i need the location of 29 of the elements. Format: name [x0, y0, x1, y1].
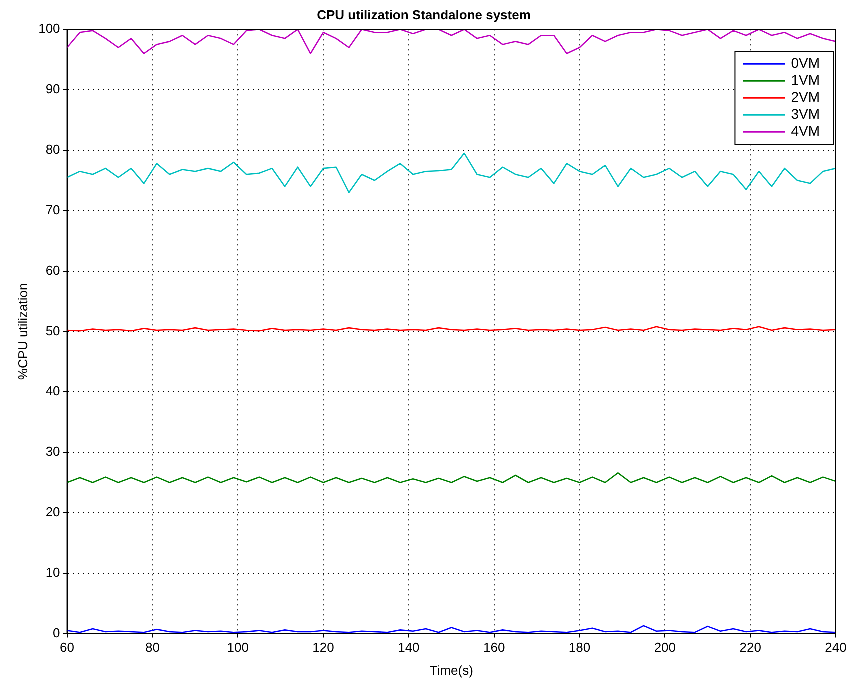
x-tick-label: 220 [740, 640, 762, 656]
y-tick-label: 100 [38, 21, 60, 36]
legend-label: 3VM [791, 106, 820, 122]
y-tick-label: 30 [46, 444, 60, 460]
x-tick-label: 120 [312, 640, 334, 656]
x-tick-label: 160 [484, 640, 506, 656]
legend-label: 1VM [791, 72, 820, 88]
x-tick-label: 200 [654, 640, 676, 656]
y-axis-title: %CPU utilization [15, 283, 30, 380]
y-tick-label: 80 [46, 142, 60, 158]
legend-label: 2VM [791, 88, 820, 105]
y-tick-label: 70 [46, 202, 60, 218]
legend-label: 0VM [791, 54, 820, 71]
y-tick-label: 20 [46, 504, 60, 520]
x-tick-label: 180 [568, 640, 591, 656]
y-tick-label: 40 [46, 384, 60, 399]
x-tick-label: 240 [825, 640, 847, 656]
y-tick-label: 90 [46, 82, 60, 97]
y-tick-label: 50 [46, 323, 60, 338]
legend-label: 4VM [791, 122, 820, 139]
y-tick-label: 60 [46, 262, 60, 278]
y-tick-label: 10 [46, 564, 60, 580]
chart-title: CPU utilization Standalone system [317, 7, 531, 22]
x-tick-label: 60 [60, 640, 75, 656]
x-axis-title: Time(s) [430, 662, 474, 678]
x-tick-label: 140 [398, 640, 420, 656]
y-tick-label: 0 [53, 625, 60, 640]
x-tick-label: 80 [145, 640, 160, 656]
x-tick-label: 100 [227, 640, 249, 656]
